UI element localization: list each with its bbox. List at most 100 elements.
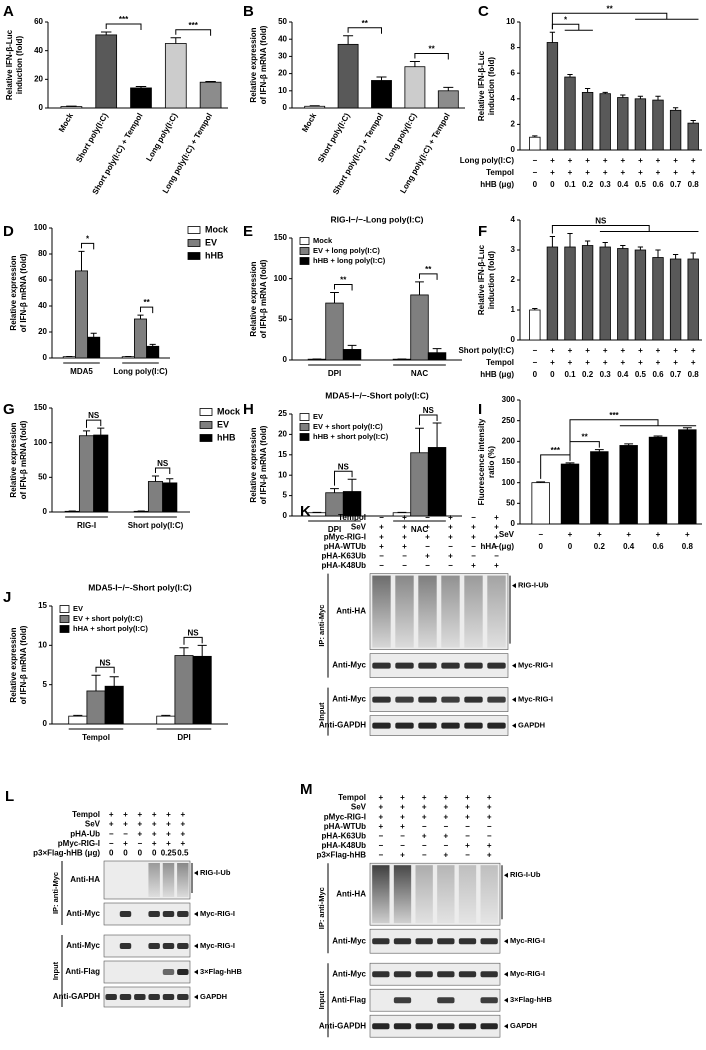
blot-band <box>372 1023 390 1030</box>
condition-label: Long poly(I:C) <box>460 156 515 165</box>
blot-band <box>119 911 132 917</box>
condition-label: pHA-WTUb <box>324 822 366 831</box>
bar <box>648 436 668 525</box>
blot-membrane <box>369 928 501 954</box>
y-axis-title: Relative expression <box>9 422 18 497</box>
legend-swatch <box>299 257 310 265</box>
condition-label: hHB (μg) <box>480 180 514 189</box>
condition-value: − <box>538 530 543 539</box>
condition-value: + <box>378 822 383 831</box>
condition-value: + <box>379 523 384 532</box>
blot-band <box>177 994 189 1000</box>
target-label: Myc-RIG-I <box>510 936 545 945</box>
blot-band <box>464 722 483 729</box>
error-bar <box>682 427 692 430</box>
y-axis-title: Relative expression <box>9 627 18 702</box>
condition-label: pHA-Ub <box>70 829 100 838</box>
legend-label: EV <box>313 412 323 421</box>
legend-swatch <box>59 625 70 633</box>
condition-label: pHA-WTUb <box>324 542 366 551</box>
significance-bracket <box>175 29 212 36</box>
condition-value: 0.4 <box>623 542 635 551</box>
condition-value: + <box>400 812 405 821</box>
error-bar <box>100 31 112 35</box>
error-bar <box>73 714 83 717</box>
condition-value: + <box>400 822 405 831</box>
legend-label: EV + short poly(I:C) <box>73 614 143 623</box>
y-tick-label: 200 <box>502 436 516 445</box>
bar <box>546 246 559 341</box>
legend-swatch <box>299 237 310 245</box>
significance-label: * <box>564 15 568 24</box>
blot-band <box>487 722 506 729</box>
y-tick-label: 3 <box>511 245 516 254</box>
y-tick-label: 2 <box>511 120 516 129</box>
bar <box>560 463 580 525</box>
group-label: Input <box>317 702 326 721</box>
condition-value: + <box>487 851 492 860</box>
legend-label: Mock <box>205 224 229 234</box>
bar <box>156 715 176 725</box>
significance-bracket <box>334 283 353 291</box>
blot-membrane <box>103 934 191 958</box>
condition-value: + <box>585 168 590 177</box>
error-bar <box>443 86 454 91</box>
error-bar <box>672 254 679 259</box>
condition-value: − <box>465 822 470 831</box>
blot-membrane <box>103 902 191 926</box>
bar <box>581 92 594 151</box>
y-tick-label: 50 <box>278 17 287 26</box>
y-tick-label: 50 <box>278 314 287 323</box>
y-tick-label: 0 <box>283 511 288 520</box>
condition-value: − <box>494 542 499 551</box>
condition-value: + <box>550 156 555 165</box>
condition-value: + <box>638 346 643 355</box>
legend-swatch <box>299 413 310 421</box>
condition-value: 0 <box>533 370 538 379</box>
condition-value: + <box>448 513 453 522</box>
y-tick-label: 0 <box>39 103 44 112</box>
error-bar <box>343 35 354 45</box>
legend-swatch <box>59 615 70 623</box>
error-bar <box>330 291 339 304</box>
bar <box>599 246 611 341</box>
blot-band <box>148 911 160 917</box>
x-tick-label: Mock <box>57 111 75 134</box>
y-tick-label: 40 <box>34 46 43 55</box>
condition-value: − <box>425 513 430 522</box>
condition-value: − <box>137 839 142 848</box>
blot-smear <box>148 863 160 897</box>
error-bar <box>135 86 147 88</box>
error-bar <box>330 488 339 493</box>
condition-value: + <box>673 346 678 355</box>
condition-value: 0 <box>550 180 555 189</box>
y-tick-label: 80 <box>38 249 47 258</box>
y-axis-title: Relative IFN-β-Luc <box>5 29 14 100</box>
y-tick-label: 20 <box>278 430 287 439</box>
panel-letter: B <box>243 3 254 20</box>
antibody-label: Anti-Myc <box>332 936 366 945</box>
significance-label: NS <box>100 658 112 667</box>
arrowhead <box>194 943 198 949</box>
legend-swatch <box>199 408 213 416</box>
y-axis-title: induction (fold) <box>487 251 496 310</box>
legend-swatch <box>199 421 213 429</box>
y-tick-label: 150 <box>274 233 288 242</box>
y-tick-label: 30 <box>278 52 287 61</box>
condition-value: + <box>568 358 573 367</box>
bar <box>146 345 160 359</box>
blot-band <box>395 662 414 669</box>
y-tick-label: 0 <box>43 507 48 516</box>
panel-letter: G <box>3 401 15 418</box>
significance-label: *** <box>119 15 129 24</box>
antibody-label: Anti-GAPDH <box>319 721 366 730</box>
condition-label: SeV <box>85 820 101 829</box>
y-tick-label: 250 <box>502 416 516 425</box>
blot-band <box>393 938 412 945</box>
y-tick-label: 0 <box>283 103 288 112</box>
arrowhead <box>194 969 198 975</box>
group-label: IP: anti-Myc <box>51 872 60 914</box>
bar <box>199 81 222 109</box>
arrowhead <box>504 997 508 1003</box>
y-tick-label: 20 <box>34 74 43 83</box>
